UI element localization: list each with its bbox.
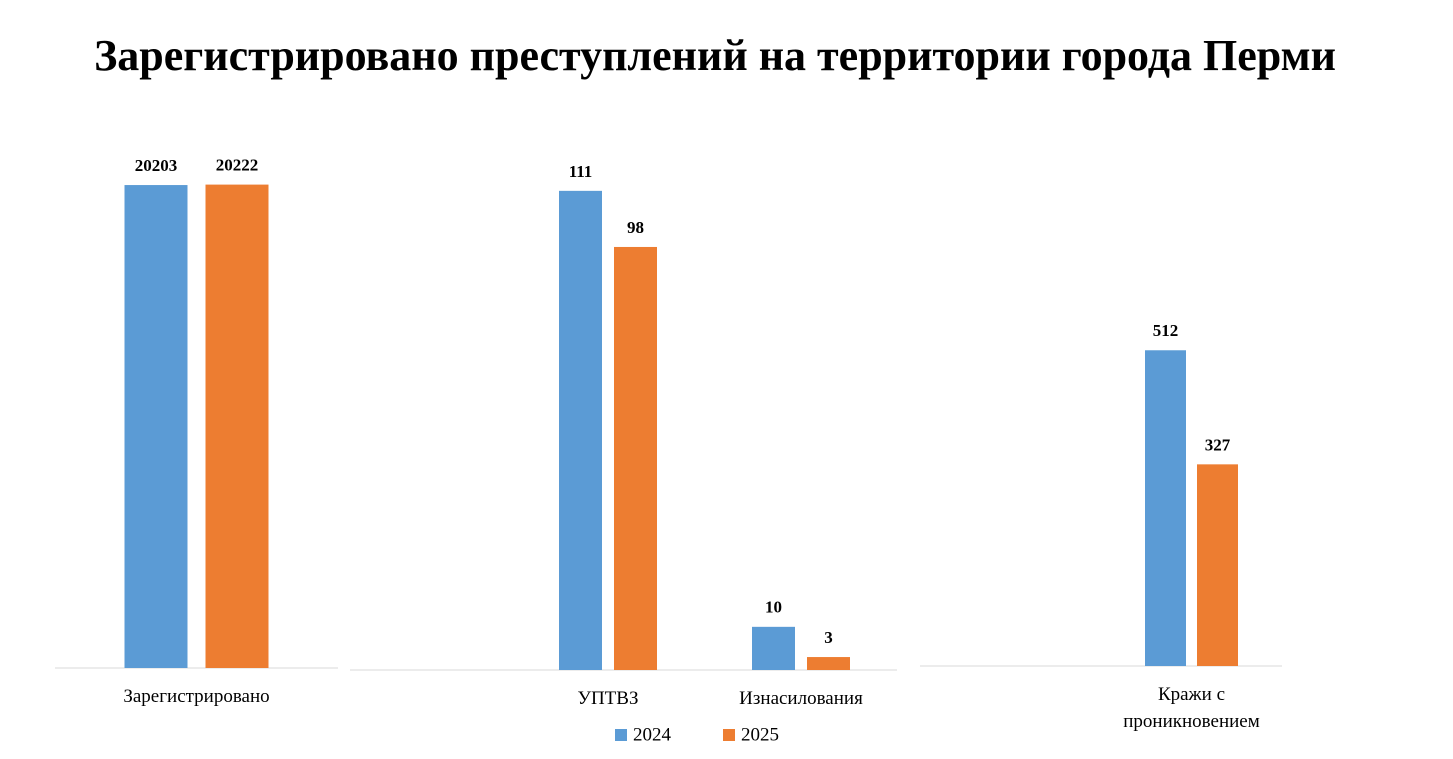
value-label: 10 — [765, 598, 782, 617]
bar — [205, 184, 269, 668]
legend-swatch — [615, 729, 627, 741]
legend-swatch — [723, 729, 735, 741]
x-tick-label: УПТВЗ — [577, 688, 639, 709]
bar — [559, 190, 602, 670]
value-label: 327 — [1205, 435, 1231, 454]
value-label: 512 — [1153, 321, 1179, 340]
value-label: 3 — [824, 628, 833, 647]
bar — [1145, 350, 1186, 666]
bar — [124, 185, 188, 668]
bar — [752, 626, 795, 670]
x-tick-label: Кражи с проникновением — [1123, 684, 1260, 732]
x-tick-label: Зарегистрировано — [123, 686, 270, 707]
x-tick-label: Изнасилования — [739, 688, 863, 709]
bar — [807, 657, 850, 670]
bar — [614, 246, 657, 670]
legend-label: 2025 — [741, 724, 779, 745]
value-label: 20222 — [216, 156, 259, 175]
bar — [1197, 464, 1238, 666]
chart-title: Зарегистрировано преступлений на террито… — [94, 31, 1336, 80]
value-label: 111 — [569, 162, 593, 181]
legend-label: 2024 — [633, 724, 672, 745]
value-label: 20203 — [135, 156, 178, 175]
value-label: 98 — [627, 218, 644, 237]
